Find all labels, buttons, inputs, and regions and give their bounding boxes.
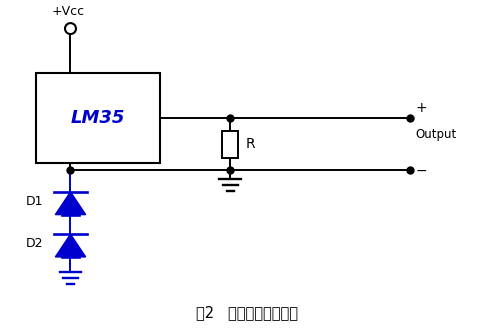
Text: D2: D2 xyxy=(26,237,43,250)
Text: LM35: LM35 xyxy=(70,109,125,127)
Text: +: + xyxy=(416,101,427,115)
Text: D1: D1 xyxy=(26,195,43,208)
FancyBboxPatch shape xyxy=(35,73,160,163)
Polygon shape xyxy=(55,234,86,257)
Text: R: R xyxy=(246,137,256,151)
Text: +Vcc: +Vcc xyxy=(51,5,85,18)
Text: 图2   传感器电路原理图: 图2 传感器电路原理图 xyxy=(196,305,297,320)
Polygon shape xyxy=(55,192,86,214)
Text: Output: Output xyxy=(416,128,457,141)
Text: −: − xyxy=(416,164,427,177)
FancyBboxPatch shape xyxy=(222,131,238,158)
